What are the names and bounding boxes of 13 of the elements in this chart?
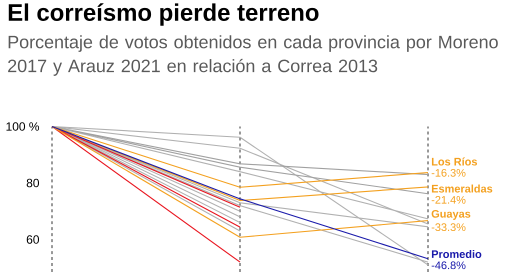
annotation: -33.3%	[432, 223, 466, 232]
chart-title: El correísmo pierde terreno	[8, 3, 319, 26]
annotation: -21.4%	[432, 196, 466, 204]
annotation: -16.3%	[432, 168, 466, 177]
annotation: -46.8%	[432, 261, 466, 270]
series-label: Esmeraldas	[432, 184, 492, 193]
y-tick-label: 60	[26, 235, 40, 244]
series-label: Promedio	[432, 250, 482, 258]
chart-subtitle: Porcentaje de votos obtenidos en cada provincia por Moreno 2017 y Arauz 2021 en relación a Correa 2013	[8, 35, 498, 76]
y-tick-label: 80	[26, 178, 40, 188]
series-label: Guayas	[432, 210, 470, 220]
y-tick-label: 100 %	[6, 122, 40, 131]
series-label: Los Ríos	[432, 157, 478, 166]
